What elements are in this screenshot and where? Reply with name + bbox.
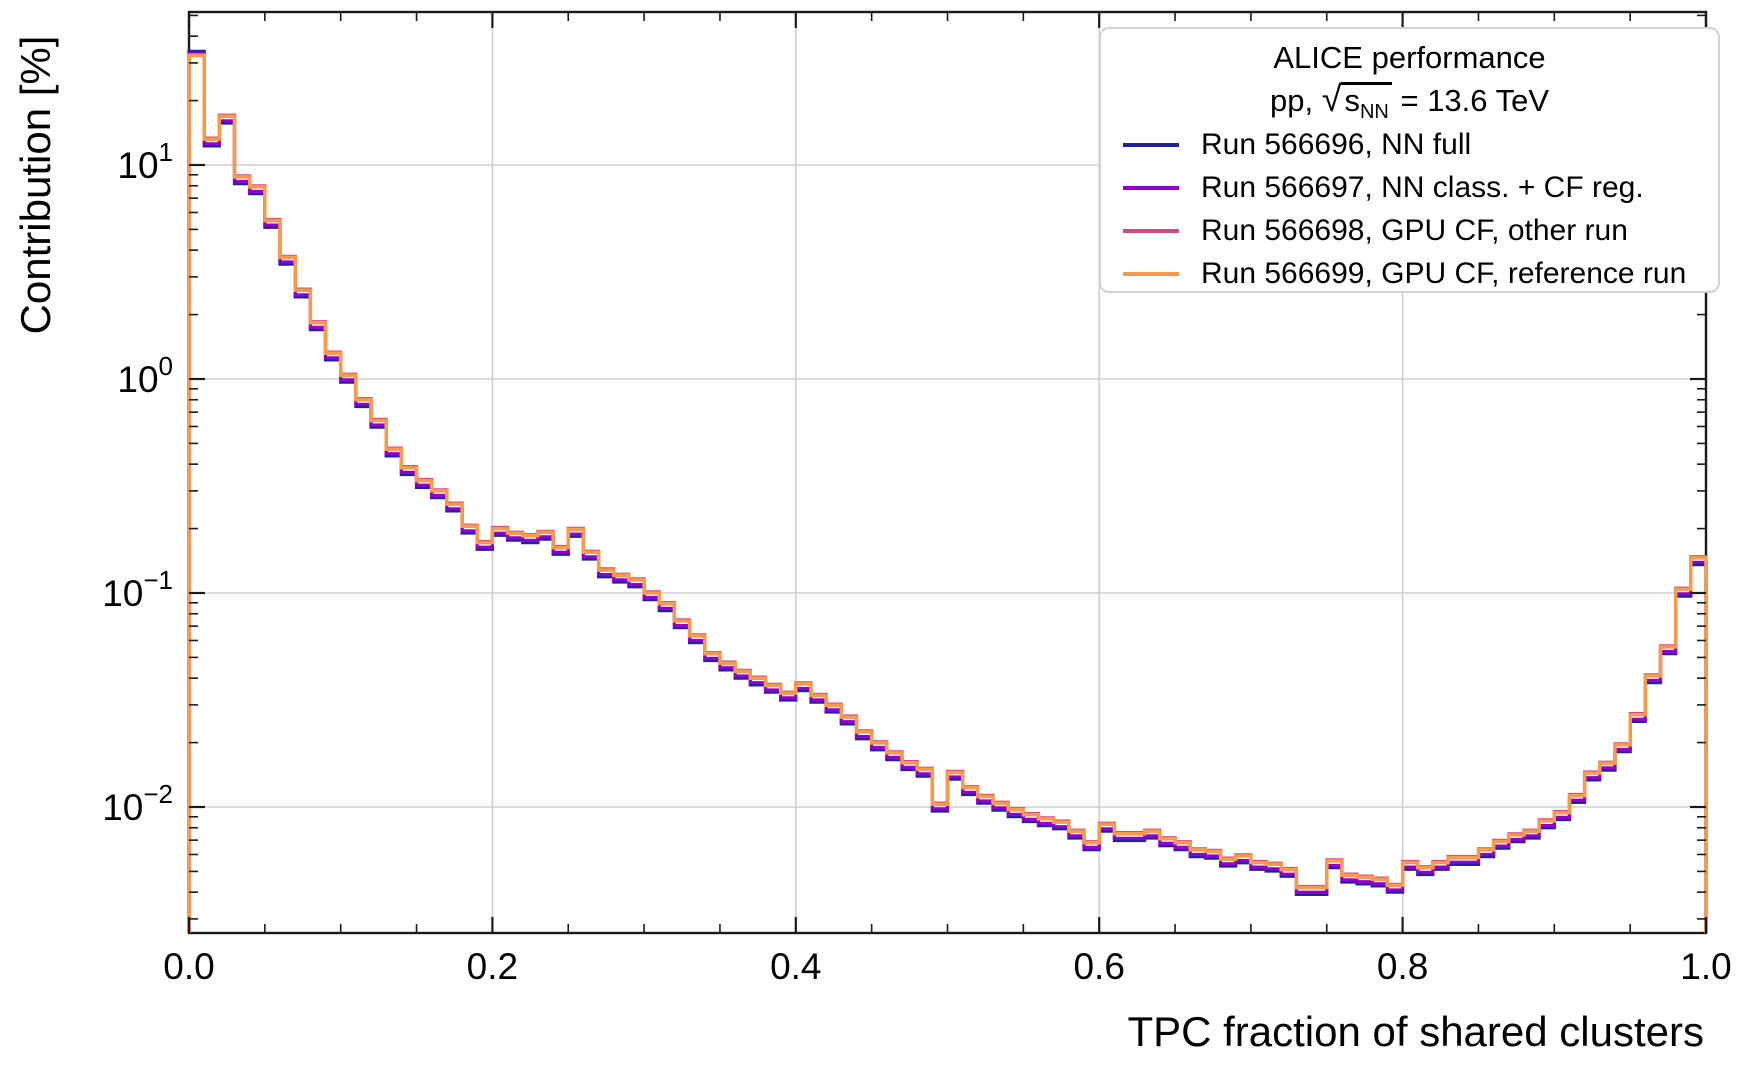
legend-entry: Run 566697, NN class. + CF reg. bbox=[1101, 166, 1718, 209]
x-tick-label: 0.2 bbox=[467, 946, 518, 987]
legend-swatch bbox=[1123, 228, 1179, 233]
series-4-line bbox=[187, 53, 1708, 933]
y-tick-label: 101 bbox=[117, 137, 173, 186]
sqrt-radicand: sNN bbox=[1341, 82, 1392, 124]
legend-entry-label: Run 566698, GPU CF, other run bbox=[1201, 213, 1628, 247]
legend-entry-label: Run 566696, NN full bbox=[1201, 127, 1472, 161]
legend-subtitle: pp, √sNN = 13.6 TeV bbox=[1101, 77, 1718, 123]
legend: ALICE performance pp, √sNN = 13.6 TeV Ru… bbox=[1099, 27, 1720, 293]
legend-swatch bbox=[1123, 142, 1179, 147]
legend-subtitle-prefix: pp, bbox=[1269, 83, 1322, 118]
x-tick-label: 1.0 bbox=[1680, 946, 1731, 987]
legend-swatch bbox=[1123, 271, 1179, 276]
legend-swatch bbox=[1123, 185, 1179, 190]
x-axis-title: TPC fraction of shared clusters bbox=[1127, 1008, 1704, 1055]
y-tick-label: 10−1 bbox=[102, 565, 173, 614]
sqrt-symbol: √ bbox=[1321, 78, 1342, 119]
legend-entry: Run 566699, GPU CF, reference run bbox=[1101, 252, 1718, 295]
legend-subtitle-suffix: = 13.6 TeV bbox=[1391, 83, 1549, 118]
y-tick-label: 100 bbox=[117, 351, 173, 400]
legend-entry: Run 566696, NN full bbox=[1101, 123, 1718, 166]
y-tick-label: 10−2 bbox=[102, 779, 173, 828]
x-tick-label: 0.8 bbox=[1377, 946, 1428, 987]
legend-title: ALICE performance bbox=[1273, 40, 1546, 75]
x-tick-label: 0.0 bbox=[163, 946, 214, 987]
legend-entry-label: Run 566699, GPU CF, reference run bbox=[1201, 256, 1687, 290]
legend-entry-label: Run 566697, NN class. + CF reg. bbox=[1201, 170, 1644, 204]
x-tick-label: 0.6 bbox=[1073, 946, 1124, 987]
x-tick-label: 0.4 bbox=[770, 946, 821, 987]
legend-entry: Run 566698, GPU CF, other run bbox=[1101, 209, 1718, 252]
y-axis-title: Contribution [%] bbox=[12, 35, 59, 335]
sqrt-base: s bbox=[1344, 83, 1360, 118]
sqrt-subscript: NN bbox=[1359, 101, 1389, 124]
